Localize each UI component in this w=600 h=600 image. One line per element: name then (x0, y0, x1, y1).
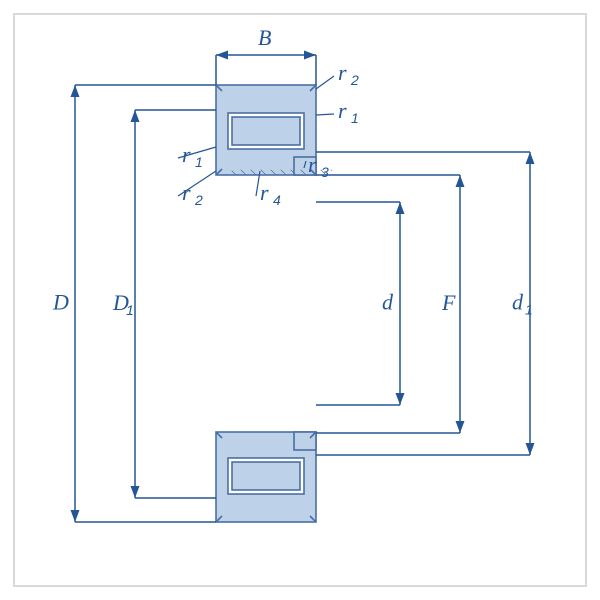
svg-text:d: d (382, 290, 394, 315)
svg-text:r: r (308, 152, 317, 177)
svg-text:B: B (258, 25, 271, 50)
svg-text:d: d (512, 290, 524, 315)
svg-text:F: F (441, 290, 456, 315)
svg-text:D: D (52, 290, 69, 315)
svg-text:4: 4 (273, 192, 281, 208)
svg-text:r: r (338, 98, 347, 123)
svg-text:3: 3 (321, 164, 329, 180)
svg-text:r: r (182, 142, 191, 167)
svg-text:2: 2 (350, 72, 359, 88)
svg-text:r: r (182, 180, 191, 205)
svg-text:1: 1 (351, 110, 359, 126)
svg-text:r: r (338, 60, 347, 85)
svg-text:1: 1 (525, 302, 533, 318)
svg-text:2: 2 (194, 192, 203, 208)
section-top (16, 85, 496, 175)
svg-text:1: 1 (195, 154, 203, 170)
section-bottom (16, 432, 496, 522)
svg-text:1: 1 (126, 302, 134, 318)
svg-text:r: r (260, 180, 269, 205)
